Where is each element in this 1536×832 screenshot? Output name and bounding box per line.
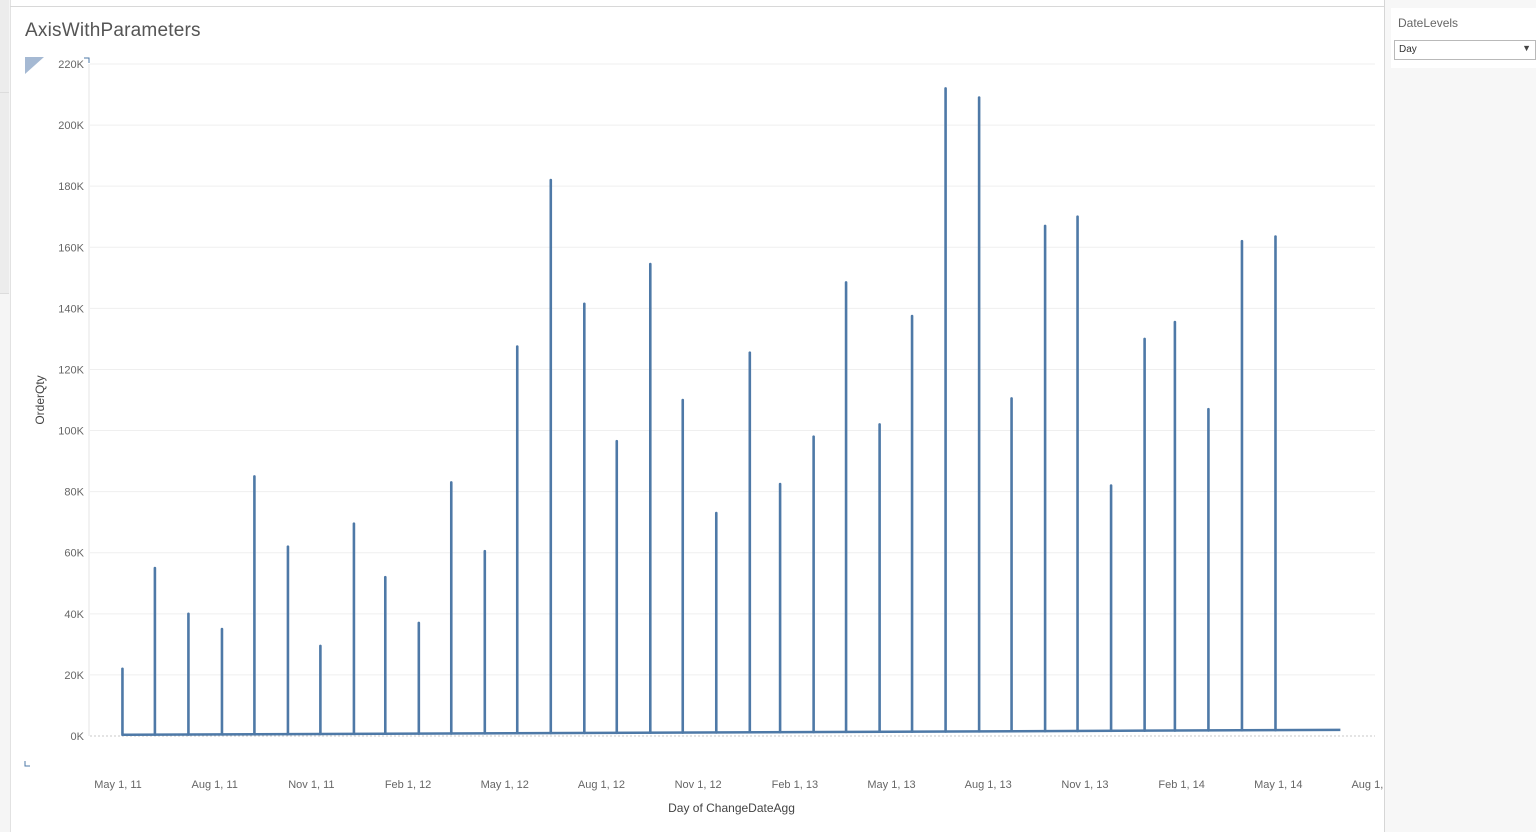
left-strip-segment: [0, 0, 9, 93]
axis-labels: Day of ChangeDateAgg OrderQty: [33, 375, 795, 815]
sort-corner-icon: [25, 57, 44, 74]
x-tick-label: Nov 1, 12: [675, 779, 722, 791]
x-tick-label: Aug 1, 14: [1351, 779, 1384, 791]
plot-area: [121, 87, 1341, 737]
x-tick-label: Feb 1, 13: [772, 779, 818, 791]
y-tick-label: 140K: [58, 303, 84, 315]
sheet-title: AxisWithParameters: [25, 20, 201, 41]
x-tick-label: Aug 1, 13: [965, 779, 1012, 791]
y-tick-label: 60K: [64, 548, 84, 560]
sheet-top-border: [10, 6, 1384, 7]
y-tick-label: 200K: [58, 120, 84, 132]
left-panel-strip: [0, 0, 11, 832]
y-tick-label: 20K: [64, 670, 84, 682]
parameter-card: DateLevels Day ▼: [1391, 8, 1536, 68]
line-chart: 0K 20K 40K 60K 80K 100K 120K 140K 160K 180K 200K 22…: [24, 57, 1384, 815]
x-tick-label: Aug 1, 11: [192, 779, 238, 791]
x-tick-label: Aug 1, 12: [578, 779, 625, 791]
y-tick-label: 80K: [64, 487, 84, 499]
x-tick-label: May 1, 13: [867, 779, 915, 791]
axis-corner-mark: [24, 761, 30, 767]
y-tick-label: 120K: [58, 364, 84, 376]
y-tick-label: 40K: [64, 609, 84, 621]
chart-decorations: [24, 57, 90, 767]
y-tick-label: 0K: [71, 731, 85, 743]
gridlines: [90, 63, 1375, 737]
x-tick-label: Feb 1, 14: [1158, 779, 1204, 791]
chevron-down-icon: ▼: [1522, 43, 1531, 53]
axis-corner-mark: [84, 57, 90, 63]
y-tick-label: 220K: [58, 59, 84, 71]
dropdown-value: Day: [1399, 44, 1417, 55]
y-tick-label: 180K: [58, 181, 84, 193]
x-tick-label: May 1, 12: [481, 779, 529, 791]
y-tick-label: 100K: [58, 426, 84, 438]
y-tick-label: 160K: [58, 242, 84, 254]
y-axis-title: OrderQty: [33, 375, 47, 424]
y-axis-ticks: 0K 20K 40K 60K 80K 100K 120K 140K 160K 180K 200K 22…: [58, 59, 84, 743]
x-axis-title: Day of ChangeDateAgg: [668, 801, 795, 815]
parameter-panel: DateLevels Day ▼: [1384, 0, 1536, 832]
x-tick-label: Nov 1, 13: [1061, 779, 1108, 791]
x-axis-ticks: May 1, 11 Aug 1, 11 Nov 1, 11 Feb 1, 12 May …: [94, 779, 1384, 791]
x-tick-label: Nov 1, 11: [288, 779, 334, 791]
x-tick-label: May 1, 14: [1254, 779, 1302, 791]
x-tick-label: Feb 1, 12: [385, 779, 431, 791]
left-strip-segment: [0, 93, 9, 294]
parameter-title: DateLevels: [1398, 16, 1459, 30]
series-baseline: [123, 728, 1341, 737]
x-tick-label: May 1, 11: [94, 779, 142, 791]
date-levels-dropdown[interactable]: Day ▼: [1394, 40, 1536, 60]
